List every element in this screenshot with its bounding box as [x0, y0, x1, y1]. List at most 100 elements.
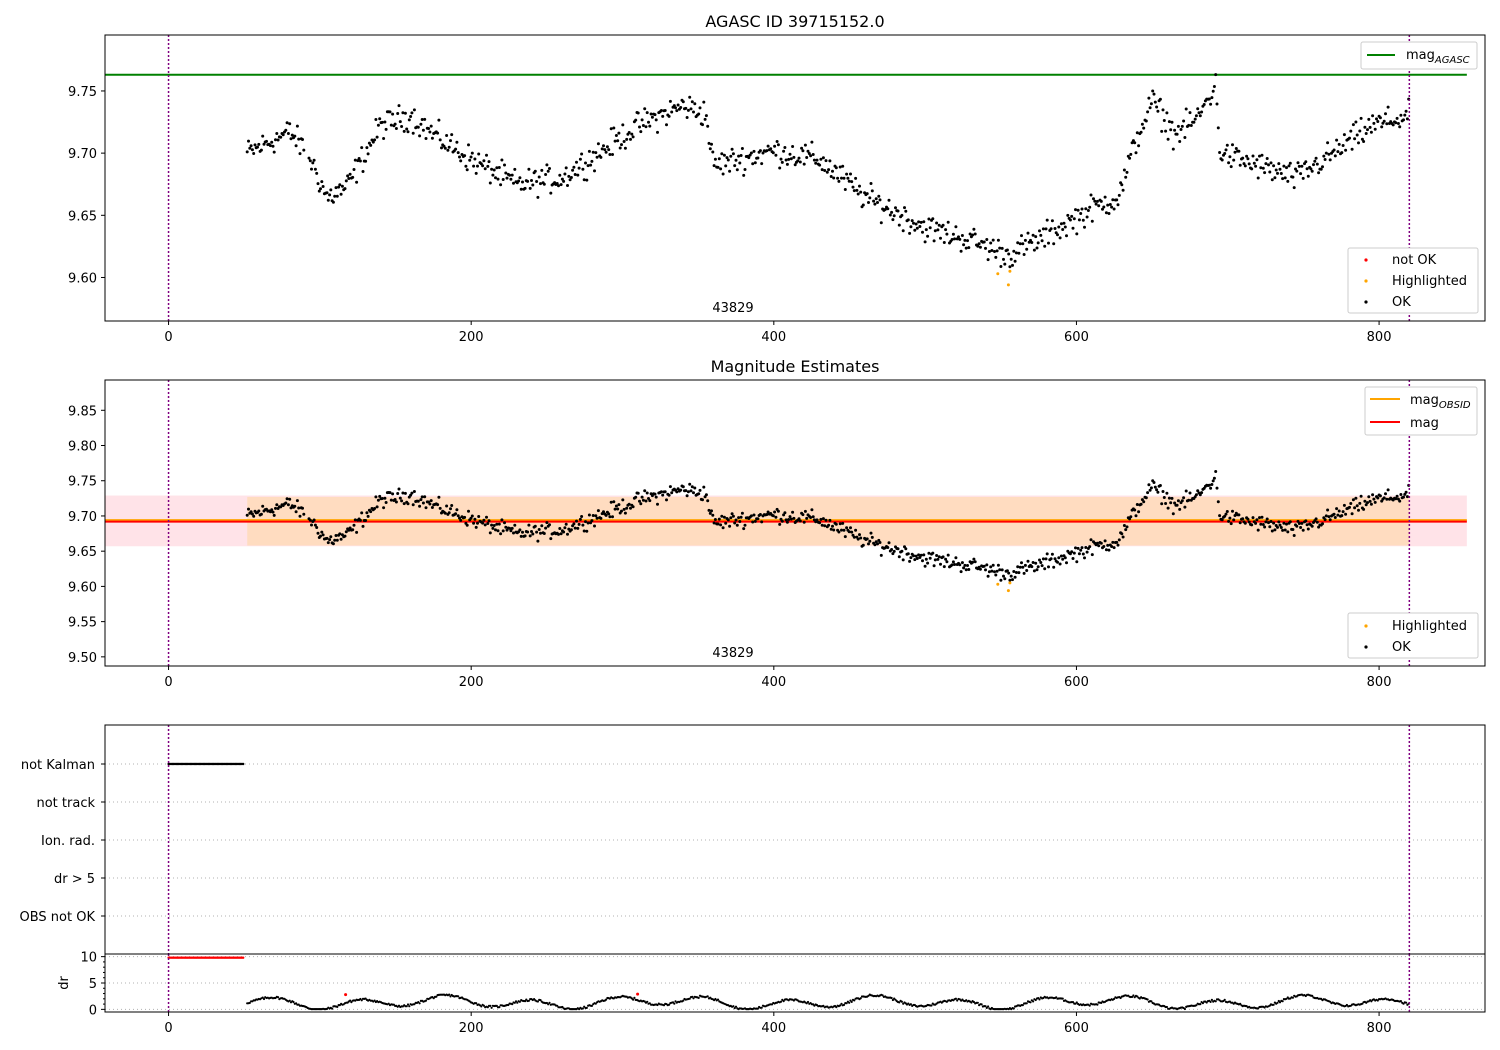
ok-point [440, 146, 443, 150]
ok-point [739, 154, 743, 157]
ok-point [661, 114, 665, 118]
ok-point [531, 532, 535, 536]
ok-point [477, 152, 481, 156]
ok-point [937, 555, 941, 559]
ok-point [1075, 232, 1079, 236]
ok-point [1336, 513, 1340, 517]
dr-point [840, 1002, 843, 1005]
ok-point [1241, 156, 1245, 160]
ok-point [593, 524, 596, 528]
ok-point [1187, 498, 1191, 502]
ok-point [708, 147, 712, 151]
ok-point [482, 159, 486, 163]
ok-point [526, 530, 530, 534]
ok-point [1008, 578, 1012, 582]
dr-point [835, 1006, 838, 1009]
ok-point [613, 507, 617, 511]
ok-point [1115, 540, 1119, 544]
ok-point [347, 177, 351, 180]
dr-point [806, 1000, 810, 1004]
ok-point [841, 164, 845, 168]
ok-point [1198, 114, 1202, 118]
ok-point [645, 491, 649, 495]
ok-point [1395, 116, 1399, 120]
ok-point [562, 530, 566, 534]
estimates-legend-lines: magOBSID mag [1364, 386, 1478, 436]
ok-point [827, 523, 831, 527]
ok-point [571, 168, 575, 172]
estimates-legend-markers: Highlighted OK [1347, 612, 1479, 659]
agasc-obsid-annotation: 43829 [712, 301, 753, 316]
dr-point [984, 1005, 987, 1008]
ok-point [329, 535, 333, 539]
ok-point [257, 509, 261, 513]
ok-point [1095, 541, 1099, 545]
ok-point [1121, 188, 1125, 192]
ok-point [1021, 242, 1025, 246]
dr-point [408, 1005, 411, 1008]
ok-point [994, 255, 998, 259]
ok-point [622, 140, 626, 143]
ok-point [1196, 107, 1200, 111]
ok-point [1124, 175, 1128, 179]
ok-point [712, 164, 716, 168]
ok-point [1328, 158, 1332, 162]
dr-point [1276, 1001, 1279, 1004]
ok-point [596, 509, 600, 513]
ok-point [401, 111, 405, 115]
ok-point [416, 125, 420, 129]
ok-point [295, 124, 299, 128]
ok-point [569, 176, 573, 179]
ok-point [886, 207, 890, 211]
ok-point [765, 149, 769, 153]
ok-point [1025, 247, 1029, 251]
ok-point [481, 164, 485, 168]
ok-point [1301, 176, 1305, 180]
ok-point [824, 518, 828, 522]
dr-xtick-label: 200 [459, 1021, 484, 1036]
ok-point [1162, 496, 1166, 499]
dr-point [1201, 1002, 1204, 1005]
ok-point [1075, 560, 1079, 564]
ok-point [275, 503, 279, 507]
ok-point [533, 169, 537, 173]
ok-point [856, 537, 860, 541]
ok-point [321, 185, 325, 188]
ok-point [914, 222, 918, 226]
ok-point [1161, 490, 1165, 493]
dr-point [1132, 994, 1135, 997]
ok-point [752, 513, 756, 517]
ok-point [536, 539, 540, 543]
ok-point [353, 158, 357, 162]
ok-point [837, 530, 841, 534]
ok-point [1243, 164, 1247, 168]
magnitude-estimates-panel: Magnitude Estimates 0 200 400 600 8009.509.5… [68, 357, 1486, 690]
ok-point [1036, 565, 1040, 569]
ok-point [546, 169, 550, 173]
ok-point [774, 515, 778, 519]
estimates-ytick-label: 9.85 [68, 404, 97, 419]
ok-point [393, 122, 397, 126]
ok-point [850, 530, 854, 534]
ok-point [334, 534, 338, 537]
dr-point [891, 998, 895, 1002]
ok-point [939, 562, 942, 566]
ok-point [1111, 540, 1115, 544]
ok-point [847, 530, 851, 534]
ok-point [1359, 116, 1363, 120]
ok-point [1241, 517, 1245, 521]
ok-point [599, 155, 603, 159]
ok-point [782, 149, 786, 153]
ok-point [469, 155, 473, 159]
ok-point [467, 143, 470, 147]
dr-point [288, 999, 291, 1002]
ok-point [904, 209, 908, 213]
ok-point [1321, 522, 1324, 526]
ok-point [927, 217, 931, 221]
ok-point [503, 163, 506, 167]
ok-point [252, 152, 256, 155]
ok-point [737, 516, 741, 520]
dr-point [262, 997, 266, 1001]
ok-point [785, 162, 789, 166]
ok-point [1273, 528, 1277, 532]
